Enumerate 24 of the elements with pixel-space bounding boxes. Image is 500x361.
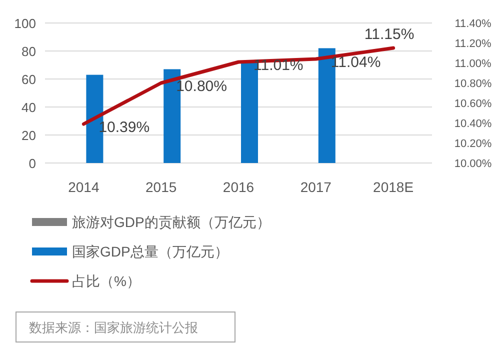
x-tick-label: 2017	[300, 179, 332, 195]
y-tick-label: 100	[14, 16, 36, 31]
y2-tick-label: 10.40%	[454, 118, 492, 130]
y2-tick-label: 10.60%	[454, 98, 492, 110]
y-tick-label: 40	[22, 100, 36, 115]
x-tick-label: 2016	[222, 179, 254, 195]
y2-tick-label: 11.20%	[454, 38, 492, 50]
x-tick-label: 2014	[68, 179, 100, 195]
x-tick-label: 2018E	[373, 179, 414, 195]
y-tick-label: 20	[22, 128, 36, 143]
y-tick-label: 0	[28, 156, 36, 171]
y-tick-label: 80	[22, 44, 36, 59]
y2-tick-label: 10.80%	[454, 78, 492, 90]
legend-label: 旅游对GDP的贡献额（万亿元）	[72, 214, 270, 230]
data-label: 11.15%	[364, 26, 414, 43]
legend-label: 占比（%）	[72, 273, 140, 289]
y2-tick-label: 11.00%	[454, 58, 492, 70]
legend-label: 国家GDP总量（万亿元）	[72, 244, 228, 260]
y2-tick-label: 10.00%	[454, 158, 492, 170]
y-tick-label: 60	[22, 72, 36, 87]
y2-tick-label: 11.40%	[454, 18, 492, 30]
y2-tick-label: 10.20%	[454, 138, 492, 150]
x-tick-label: 2015	[146, 179, 177, 195]
source-note: 数据来源：国家旅游统计公报	[29, 320, 198, 335]
